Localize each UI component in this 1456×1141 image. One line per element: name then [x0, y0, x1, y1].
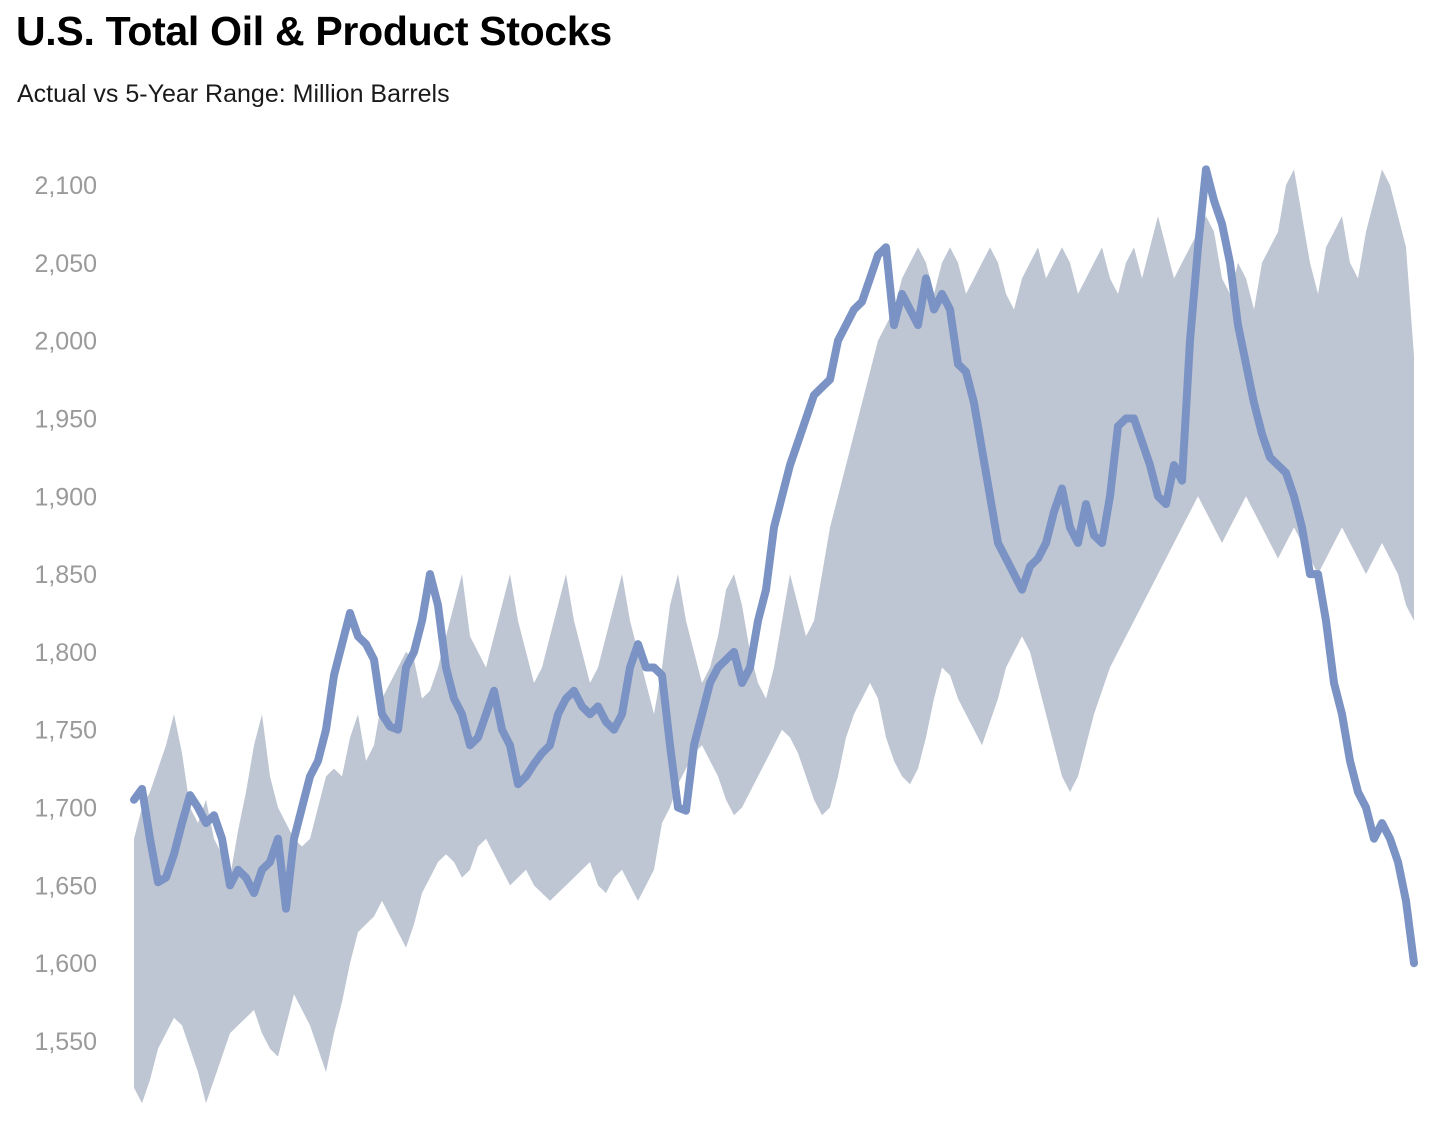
- y-tick-label: 1,950: [34, 406, 97, 434]
- y-axis: 2,100 2,050 2,000 1,950 1,900 1,850 1,800 1,750…: [34, 172, 97, 1056]
- chart-subtitle: Actual vs 5-Year Range: Million Barrels: [17, 80, 450, 108]
- actual-line-layer: [130, 165, 1418, 968]
- y-tick-label: 1,700: [34, 795, 97, 823]
- y-tick-label: 1,750: [34, 717, 97, 745]
- y-tick-label: 1,800: [34, 639, 97, 667]
- five-year-range-band: [134, 169, 1414, 1104]
- y-tick-label: 2,100: [34, 172, 97, 200]
- chart-title: U.S. Total Oil & Product Stocks: [16, 8, 612, 54]
- y-tick-label: 2,050: [34, 250, 97, 278]
- y-tick-label: 1,900: [34, 483, 97, 511]
- y-tick-label: 2,000: [34, 328, 97, 356]
- y-tick-label: 1,650: [34, 872, 97, 900]
- actual-stocks-line: [130, 165, 1418, 968]
- y-tick-label: 1,600: [34, 950, 97, 978]
- range-band-layer: [134, 169, 1414, 1104]
- y-tick-label: 1,850: [34, 561, 97, 589]
- y-tick-label: 1,550: [34, 1028, 97, 1056]
